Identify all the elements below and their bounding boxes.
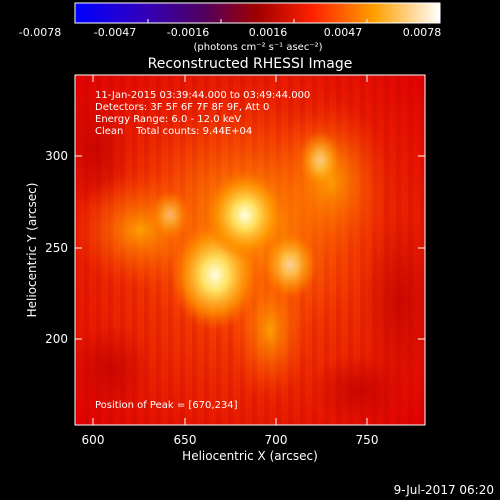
y-tick-marks <box>75 155 425 340</box>
x-tick-marks <box>92 75 368 425</box>
plot-title: Reconstructed RHESSI Image <box>148 56 353 72</box>
plot-frame <box>74 74 426 426</box>
info-clean-counts: Clean Total counts: 9.44E+04 <box>95 126 252 137</box>
info-time-range: 11-Jan-2015 03:39:44.000 to 03:49:44.000 <box>95 90 310 101</box>
colorbar-tick-label: -0.0047 <box>94 26 136 39</box>
colorbar-tick-label: 0.0078 <box>403 26 442 39</box>
colorbar-tick-marks <box>74 19 441 23</box>
colorbar-unit-label: (photons cm⁻² s⁻¹ asec⁻²) <box>193 42 322 53</box>
colorbar-tick-label: 0.0016 <box>249 26 288 39</box>
rhessi-image <box>75 75 425 425</box>
y-tick-label: 200 <box>45 332 68 346</box>
y-tick-label: 250 <box>45 241 68 255</box>
x-tick-label: 600 <box>82 433 105 447</box>
x-axis-label: Heliocentric X (arcsec) <box>182 449 318 463</box>
colorbar <box>74 2 441 24</box>
x-tick-label: 650 <box>174 433 197 447</box>
colorbar-tick-label: 0.0047 <box>324 26 363 39</box>
y-axis-label: Heliocentric Y (arcsec) <box>25 183 39 318</box>
peak-position-label: Position of Peak = [670,234] <box>95 400 238 411</box>
info-detectors: Detectors: 3F 5F 6F 7F 8F 9F, Att 0 <box>95 102 269 113</box>
colorbar-tick-label: -0.0078 <box>19 26 61 39</box>
info-energy-range: Energy Range: 6.0 - 12.0 keV <box>95 114 241 125</box>
colorbar-tick-label: -0.0016 <box>167 26 209 39</box>
x-tick-label: 700 <box>265 433 288 447</box>
x-tick-label: 750 <box>356 433 379 447</box>
y-tick-label: 300 <box>45 149 68 163</box>
footer-date: 9-Jul-2017 06:20 <box>394 483 494 497</box>
